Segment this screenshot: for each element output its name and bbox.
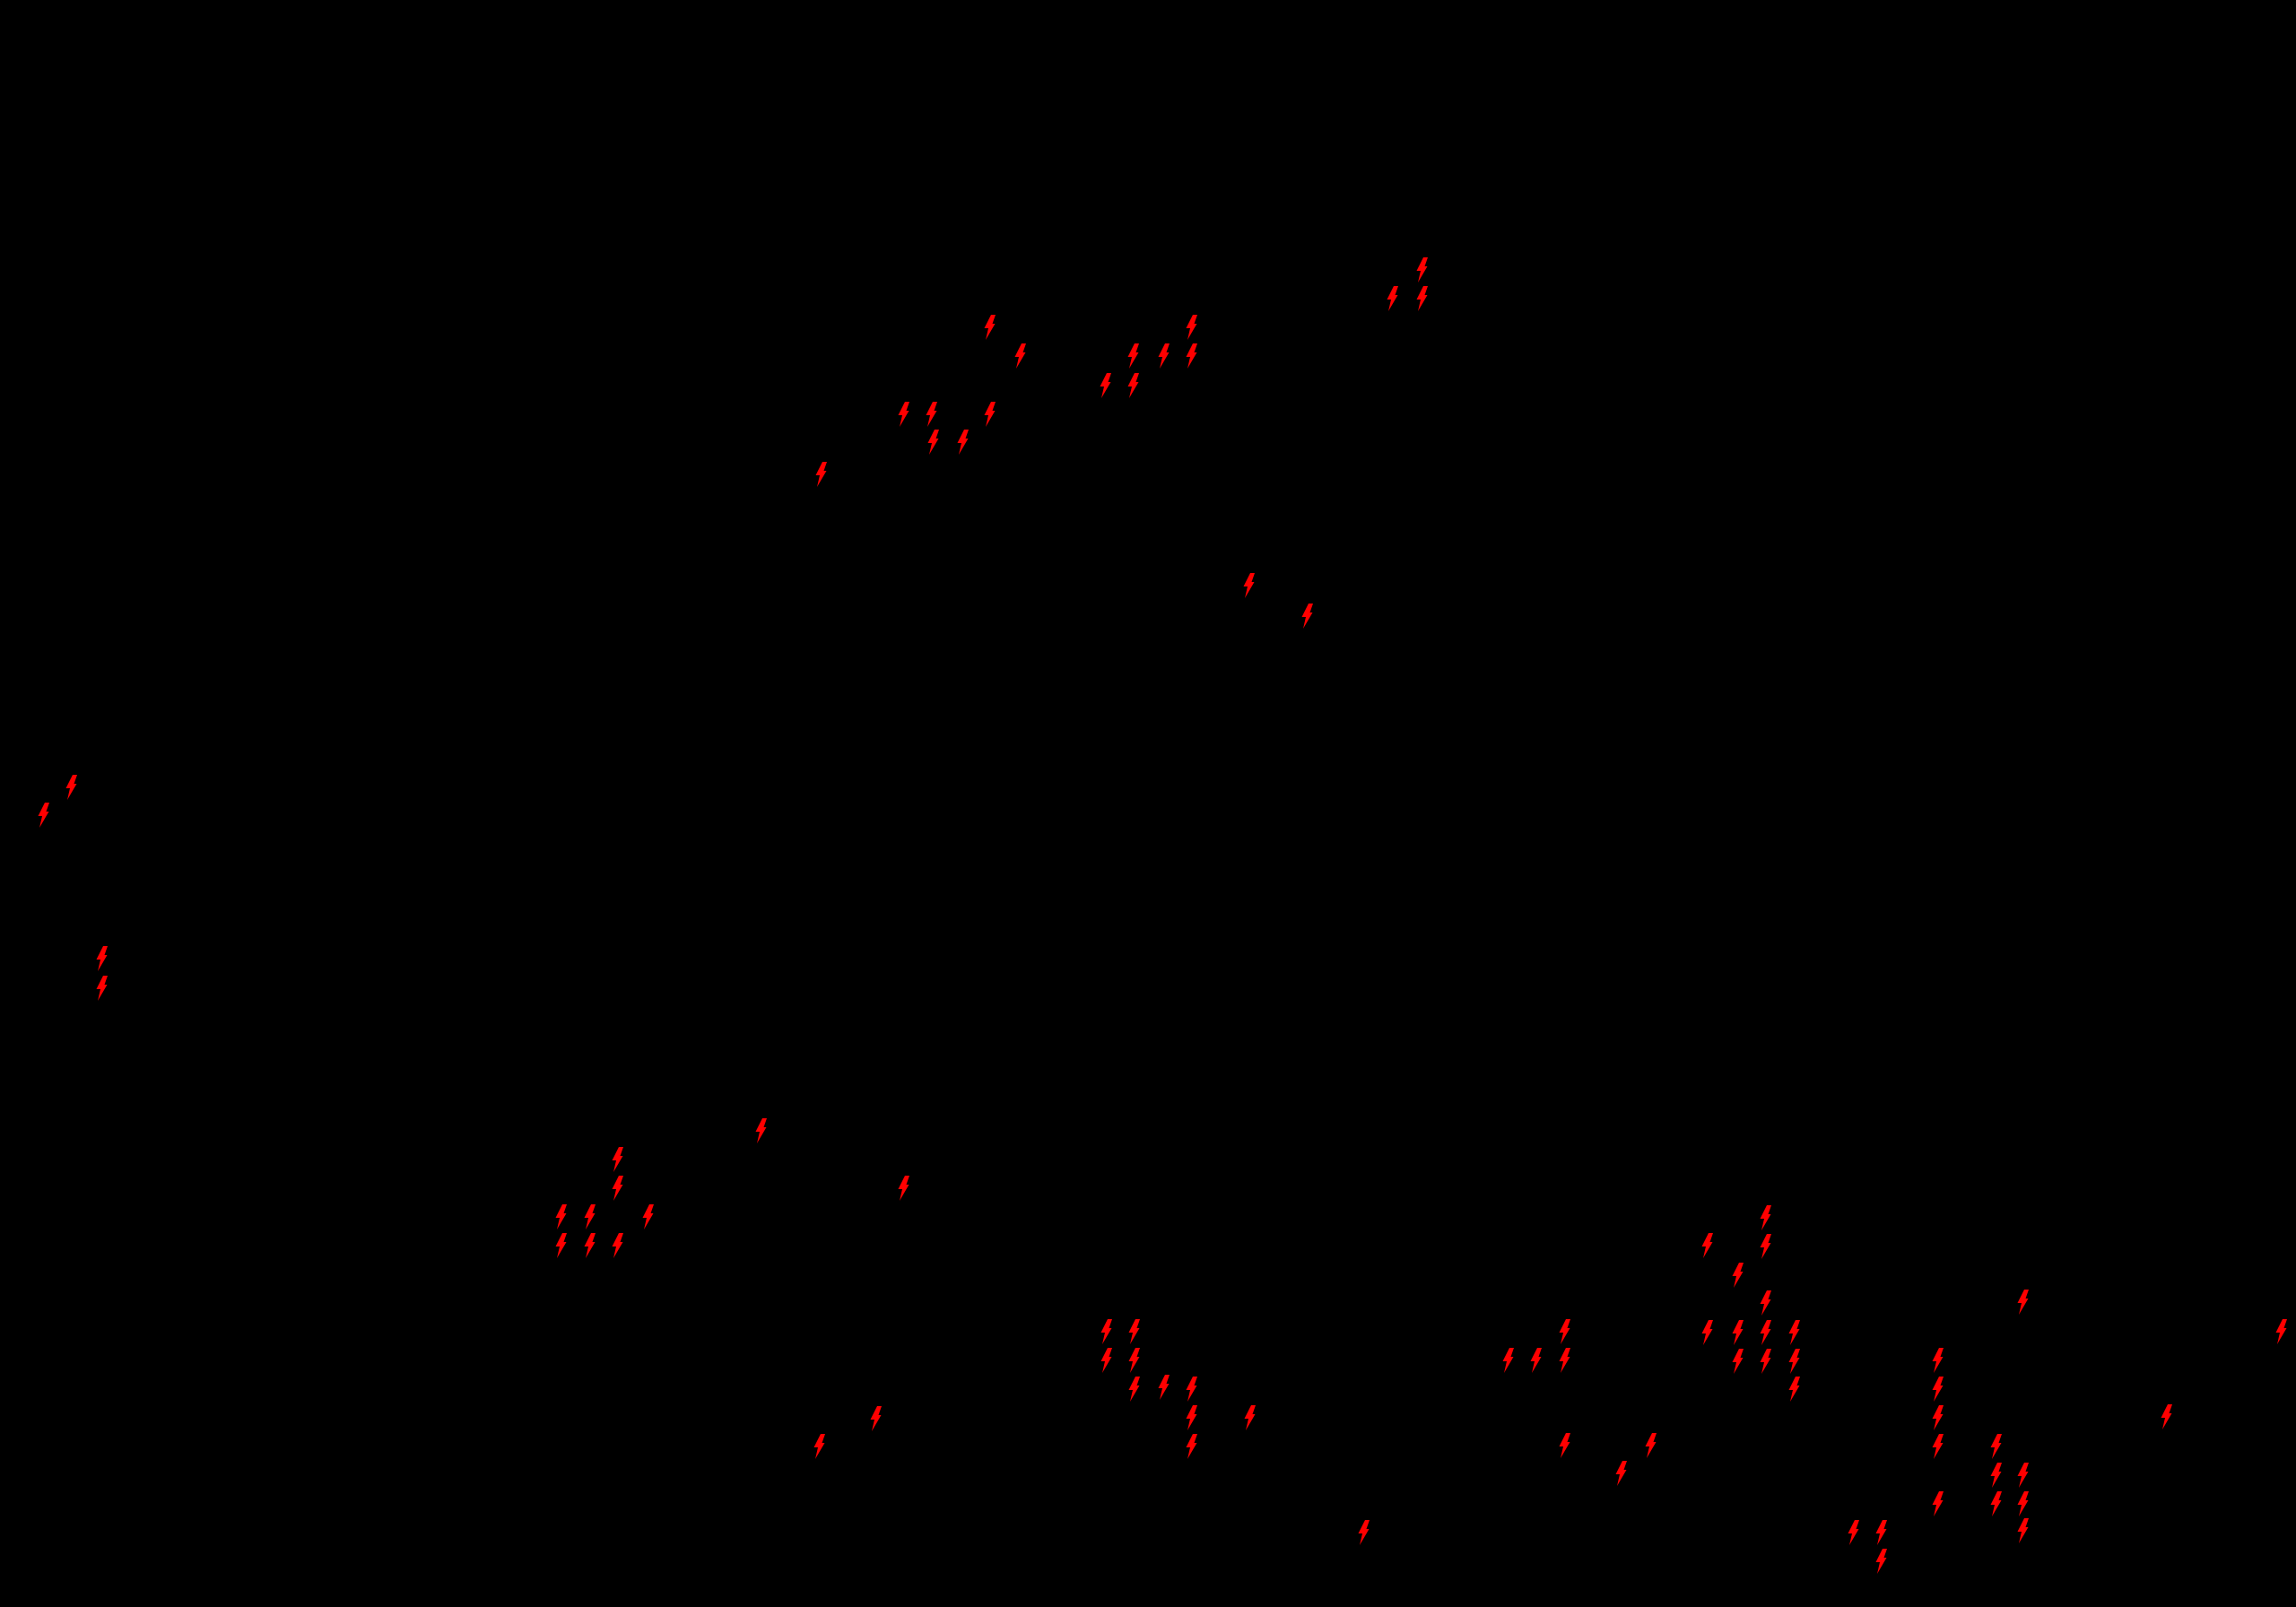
lightning-bolt-icon — [1615, 1461, 1627, 1486]
lightning-bolt-icon — [1788, 1349, 1800, 1374]
lightning-bolt-icon — [2017, 1290, 2029, 1315]
lightning-bolt-icon — [612, 1176, 623, 1201]
lightning-bolt-icon — [1186, 343, 1197, 369]
lightning-bolt-icon — [1158, 343, 1170, 369]
lightning-bolt-icon — [1760, 1234, 1771, 1259]
lightning-bolt-icon — [898, 1176, 909, 1201]
lightning-bolt-icon — [1502, 1348, 1514, 1373]
lightning-bolt-icon — [555, 1233, 567, 1258]
lightning-bolt-icon — [1932, 1405, 1944, 1430]
lightning-bolt-icon — [1760, 1320, 1771, 1345]
lightning-bolt-icon — [584, 1204, 596, 1229]
lightning-bolt-icon — [1128, 1348, 1140, 1373]
lightning-bolt-icon — [1875, 1520, 1887, 1545]
lightning-bolt-icon — [1932, 1434, 1944, 1459]
lightning-bolt-icon — [957, 430, 969, 455]
lightning-bolt-icon — [2017, 1518, 2029, 1543]
lightning-bolt-icon — [2275, 1319, 2287, 1344]
lightning-bolt-icon — [1760, 1205, 1771, 1230]
lightning-bolt-icon — [65, 775, 77, 800]
lightning-bolt-icon — [1875, 1549, 1887, 1574]
lightning-bolt-icon — [1990, 1434, 2002, 1459]
lightning-bolt-icon — [1416, 257, 1428, 282]
lightning-bolt-icon — [1100, 1319, 1112, 1344]
lightning-bolt-icon — [1158, 1375, 1170, 1400]
lightning-bolt-icon — [1127, 343, 1139, 369]
lightning-bolt-icon — [2017, 1463, 2029, 1488]
lightning-bolt-icon — [612, 1233, 623, 1258]
lightning-bolt-icon — [755, 1118, 767, 1143]
lightning-bolt-icon — [1990, 1491, 2002, 1516]
lightning-bolt-icon — [1645, 1433, 1657, 1458]
lightning-bolt-icon — [2017, 1491, 2029, 1516]
lightning-bolt-icon — [984, 402, 996, 427]
lightning-bolt-icon — [1701, 1233, 1713, 1258]
lightning-bolt-icon — [1732, 1320, 1744, 1345]
lightning-bolt-icon — [1788, 1377, 1800, 1402]
lightning-bolt-icon — [1559, 1319, 1570, 1344]
lightning-bolt-icon — [1128, 1319, 1140, 1344]
lightning-bolt-icon — [1186, 315, 1197, 340]
lightning-bolt-icon — [815, 462, 827, 487]
lightning-bolt-icon — [1387, 286, 1398, 311]
lightning-bolt-icon — [1932, 1491, 1944, 1516]
lightning-bolt-icon — [1186, 1434, 1197, 1459]
lightning-bolt-icon — [1416, 286, 1428, 311]
lightning-bolt-icon — [38, 803, 49, 828]
lightning-bolt-icon — [1128, 1377, 1140, 1402]
lightning-bolt-icon — [2161, 1404, 2172, 1429]
lightning-bolt-icon — [96, 976, 108, 1001]
lightning-bolt-icon — [1100, 373, 1111, 398]
lightning-bolt-icon — [1932, 1348, 1944, 1373]
lightning-bolt-icon — [870, 1406, 882, 1431]
lightning-bolt-icon — [1301, 604, 1313, 629]
lightning-bolt-icon — [1244, 1405, 1256, 1430]
lightning-bolt-icon — [1100, 1348, 1112, 1373]
lightning-bolt-icon — [1186, 1377, 1197, 1402]
lightning-bolt-icon — [1014, 343, 1026, 369]
lightning-bolt-icon — [1559, 1433, 1570, 1458]
lightning-bolt-icon — [1760, 1349, 1771, 1374]
lightning-bolt-icon — [1990, 1463, 2002, 1488]
lightning-bolt-icon — [1932, 1377, 1944, 1402]
lightning-bolt-icon — [898, 402, 909, 427]
lightning-bolt-icon — [1732, 1349, 1744, 1374]
lightning-bolt-icon — [927, 430, 939, 455]
lightning-bolt-icon — [1760, 1290, 1771, 1316]
lightning-bolt-icon — [584, 1233, 596, 1258]
lightning-bolt-icon — [1732, 1263, 1744, 1288]
lightning-bolt-icon — [1848, 1520, 1859, 1545]
lightning-bolt-icon — [96, 946, 108, 971]
lightning-bolt-icon — [1243, 573, 1255, 598]
lightning-bolt-icon — [642, 1204, 654, 1229]
lightning-bolt-icon — [984, 315, 996, 340]
lightning-bolt-icon — [1788, 1320, 1800, 1345]
lightning-bolt-icon — [1701, 1320, 1713, 1345]
lightning-bolt-icon — [1530, 1348, 1542, 1373]
lightning-bolt-icon — [926, 402, 937, 427]
lightning-bolt-icon — [1127, 373, 1139, 398]
lightning-bolt-icon — [1358, 1520, 1370, 1545]
lightning-bolt-icon — [612, 1147, 623, 1172]
lightning-bolt-icon — [555, 1204, 567, 1229]
lightning-bolt-icon — [1559, 1348, 1570, 1373]
lightning-bolt-icon — [813, 1434, 825, 1459]
lightning-bolt-icon — [1186, 1405, 1197, 1430]
